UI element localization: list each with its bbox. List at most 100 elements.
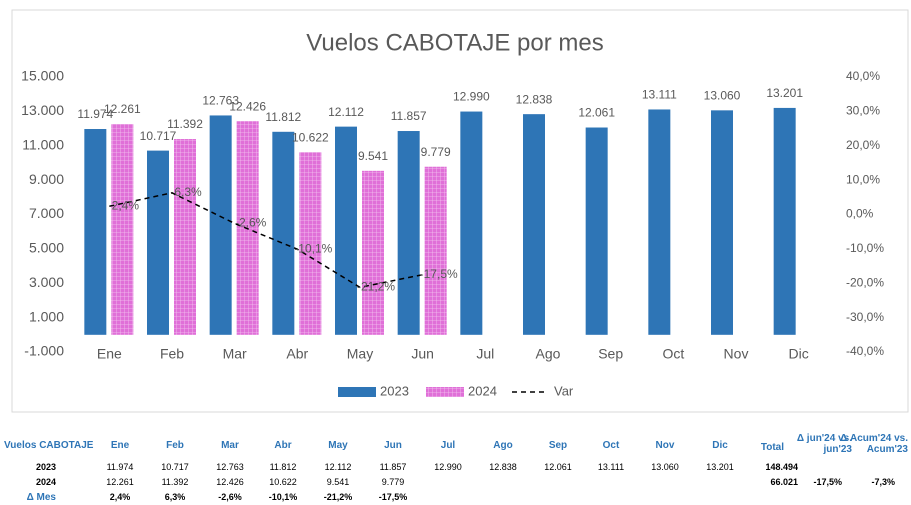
bar: [111, 124, 134, 335]
x-tick-label: Feb: [160, 346, 184, 362]
chart-title: Vuelos CABOTAJE por mes: [306, 29, 603, 56]
bar: [711, 110, 733, 335]
data-label: 9.779: [421, 145, 451, 159]
table-cell: Δ Mes: [26, 492, 56, 503]
x-tick-label: Oct: [662, 346, 684, 362]
bar: [147, 150, 169, 335]
table-cell: Abr: [274, 440, 292, 451]
table-cell: 13.111: [597, 462, 625, 472]
legend-label: 2023: [380, 383, 409, 398]
y2-tick-label: -40,0%: [846, 344, 884, 358]
table-cell: 2,4%: [109, 492, 131, 502]
table-cell: 12.061: [544, 462, 572, 472]
y2-tick-label: 30,0%: [846, 104, 880, 118]
bar: [460, 111, 483, 335]
legend-label: Var: [554, 383, 574, 398]
table-cell: 10.622: [269, 477, 297, 487]
table-cell: Jul: [440, 440, 456, 451]
data-label: 12.838: [516, 92, 553, 106]
table-cell: 11.857: [379, 462, 407, 472]
table-cell: 11.812: [269, 462, 297, 472]
data-label: 12.112: [328, 105, 364, 119]
bar: [585, 127, 608, 335]
y-tick-label: 3.000: [29, 274, 64, 290]
data-label: 12.061: [578, 106, 615, 120]
table-cell: Dic: [712, 440, 728, 451]
data-label: 11.857: [391, 109, 427, 123]
y-tick-label: -1.000: [24, 343, 64, 359]
table-cell: 12.112: [324, 462, 352, 472]
bar: [523, 114, 545, 335]
data-label: -21,2%: [357, 280, 395, 294]
table-cell: 11.392: [161, 477, 189, 487]
y-tick-label: 5.000: [29, 240, 64, 256]
bar: [174, 139, 196, 335]
legend-label: 2024: [468, 383, 497, 398]
table-cell: 6,3%: [164, 492, 186, 502]
bar: [362, 170, 384, 335]
bar: [84, 129, 107, 335]
legend-swatch: [426, 387, 464, 397]
x-tick-label: May: [347, 346, 373, 362]
table-cell: -7,3%: [871, 477, 895, 487]
data-label: 9.541: [358, 149, 388, 163]
x-tick-label: Jul: [476, 346, 494, 362]
table-cell: Nov: [655, 440, 675, 451]
y-tick-label: 7.000: [29, 205, 64, 221]
x-tick-label: Mar: [223, 346, 247, 362]
data-label: -17,5%: [420, 267, 458, 281]
data-label: 11.812: [265, 110, 301, 124]
y2-tick-label: -30,0%: [846, 310, 884, 324]
data-label: 2,4%: [112, 198, 140, 212]
table-cell: -21,2%: [323, 492, 353, 502]
table-cell: Δ Acum'24 vs. Acum'23: [840, 433, 908, 455]
x-tick-label: Abr: [286, 346, 308, 362]
table-cell: 11.974: [106, 462, 134, 472]
table-cell: Ene: [110, 440, 130, 451]
table-cell: 9.779: [381, 477, 405, 487]
table-cell: 12.261: [106, 477, 134, 487]
data-label: 10.717: [140, 129, 177, 143]
table-cell: 148.494: [765, 462, 798, 472]
y2-tick-label: -10,0%: [846, 241, 884, 255]
bar: [299, 152, 322, 335]
table-cell: 13.201: [706, 462, 734, 472]
y2-tick-label: 10,0%: [846, 172, 880, 186]
bar: [209, 115, 232, 335]
table-cell: 12.426: [216, 477, 244, 487]
y2-tick-label: 20,0%: [846, 138, 880, 152]
table-cell: 2024: [35, 477, 56, 487]
table-cell: Ago: [493, 440, 513, 451]
table-cell: 12.838: [489, 462, 517, 472]
data-label: 11.974: [77, 107, 113, 121]
data-label: -2,6%: [235, 216, 267, 230]
bar: [272, 131, 295, 335]
data-label: 12.261: [104, 102, 141, 116]
table-cell: Δ jun'24 vs. jun'23: [796, 433, 852, 455]
data-label: 13.060: [704, 89, 741, 103]
bar: [648, 109, 671, 335]
table-cell: -17,5%: [378, 492, 408, 502]
x-tick-label: Jun: [411, 346, 434, 362]
bar: [773, 107, 796, 335]
x-tick-label: Dic: [789, 346, 809, 362]
table-cell: -10,1%: [268, 492, 298, 502]
y-tick-label: 1.000: [29, 308, 64, 324]
data-label: 13.111: [642, 88, 677, 102]
bar: [335, 126, 357, 335]
x-tick-label: Nov: [724, 346, 749, 362]
table-cell: 66.021: [770, 477, 798, 487]
table-cell: -2,6%: [218, 492, 242, 502]
table-cell: May: [328, 440, 348, 451]
table-cell: Sep: [548, 440, 568, 451]
data-label: 10.622: [292, 130, 329, 144]
table-cell: 2023: [35, 462, 56, 472]
table-cell: 12.990: [434, 462, 462, 472]
data-label: 12.426: [229, 99, 266, 113]
y-tick-label: 11.000: [22, 136, 64, 152]
data-label: 6,3%: [174, 185, 202, 199]
table-cell: 9.541: [326, 477, 350, 487]
bar: [397, 131, 420, 335]
x-tick-label: Sep: [598, 346, 623, 362]
